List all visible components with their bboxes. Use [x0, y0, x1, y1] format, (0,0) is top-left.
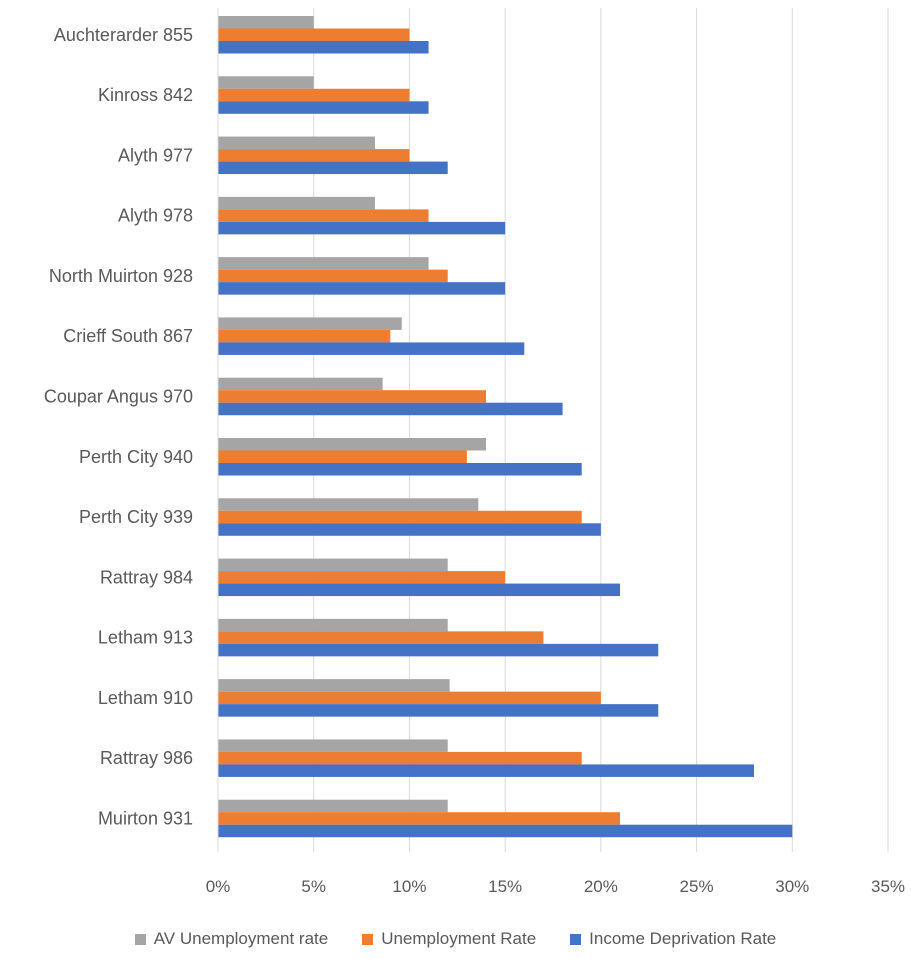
bar-unemployment-rate: [218, 812, 620, 825]
bar-income-deprivation-rate: [218, 101, 429, 114]
bar-av-unemployment-rate: [218, 317, 402, 330]
bar-unemployment-rate: [218, 751, 582, 765]
bar-unemployment-rate: [218, 390, 486, 403]
x-tick-label: 5%: [301, 877, 326, 896]
x-tick-label: 35%: [871, 877, 905, 896]
bar-unemployment-rate: [218, 631, 544, 644]
bar-av-unemployment-rate: [218, 799, 448, 813]
bar-income-deprivation-rate: [218, 824, 793, 838]
bar-av-unemployment-rate: [218, 679, 450, 692]
category-label: Alyth 978: [118, 206, 193, 226]
bar-av-unemployment-rate: [218, 196, 375, 210]
bar-unemployment-rate: [218, 691, 601, 705]
x-tick-label: 10%: [392, 877, 426, 896]
legend-item-unemployment: Unemployment Rate: [362, 929, 536, 949]
bar-income-deprivation-rate: [218, 41, 429, 54]
bar-unemployment-rate: [218, 329, 391, 343]
bar-av-unemployment-rate: [218, 558, 448, 572]
bar-av-unemployment-rate: [218, 618, 448, 632]
x-tick-label: 0%: [206, 877, 231, 896]
category-label: Letham 910: [98, 688, 193, 708]
bar-income-deprivation-rate: [218, 523, 601, 536]
legend-item-income-deprivation: Income Deprivation Rate: [570, 929, 776, 949]
bar-income-deprivation-rate: [218, 282, 506, 295]
bar-av-unemployment-rate: [218, 76, 314, 89]
category-label: North Muirton 928: [49, 266, 193, 286]
legend-swatch-orange: [362, 933, 374, 945]
legend-label: Income Deprivation Rate: [589, 929, 777, 948]
bar-unemployment-rate: [218, 88, 410, 102]
category-label: Coupar Angus 970: [44, 386, 193, 406]
category-label: Kinross 842: [98, 85, 193, 105]
legend-swatch-blue: [570, 933, 582, 945]
category-label: Crieff South 867: [63, 326, 193, 346]
category-label: Letham 913: [98, 628, 193, 648]
bar-income-deprivation-rate: [218, 221, 506, 235]
legend-label: AV Unemployment rate: [153, 929, 329, 948]
bar-income-deprivation-rate: [218, 463, 582, 476]
x-tick-label: 25%: [680, 877, 714, 896]
bar-income-deprivation-rate: [218, 342, 525, 355]
bar-unemployment-rate: [218, 209, 429, 222]
x-tick-label: 20%: [584, 877, 618, 896]
bar-income-deprivation-rate: [218, 704, 659, 717]
legend-swatch-gray: [134, 933, 146, 945]
legend: AV Unemployment rate Unemployment Rate I…: [0, 924, 911, 954]
category-label: Rattray 986: [100, 748, 193, 768]
legend-item-av-unemployment: AV Unemployment rate: [134, 929, 329, 949]
bar-income-deprivation-rate: [218, 764, 754, 777]
x-tick-label: 30%: [775, 877, 809, 896]
category-label: Perth City 939: [79, 507, 193, 527]
bar-unemployment-rate: [218, 510, 582, 524]
legend-label: Unemployment Rate: [381, 929, 537, 948]
bar-income-deprivation-rate: [218, 643, 659, 657]
bar-av-unemployment-rate: [218, 438, 486, 451]
bar-income-deprivation-rate: [218, 402, 563, 416]
category-label: Perth City 940: [79, 447, 193, 467]
bar-unemployment-rate: [218, 571, 506, 584]
bar-av-unemployment-rate: [218, 16, 314, 29]
bar-av-unemployment-rate: [218, 136, 375, 150]
bar-income-deprivation-rate: [218, 583, 620, 597]
bar-unemployment-rate: [218, 149, 410, 162]
bar-av-unemployment-rate: [218, 257, 429, 270]
bar-unemployment-rate: [218, 269, 448, 283]
category-label: Rattray 984: [100, 567, 193, 587]
bar-av-unemployment-rate: [218, 498, 479, 511]
bar-unemployment-rate: [218, 450, 467, 463]
category-label: Alyth 977: [118, 145, 193, 165]
bar-av-unemployment-rate: [218, 377, 383, 391]
bar-unemployment-rate: [218, 28, 410, 41]
category-label: Auchterarder 855: [54, 25, 193, 45]
category-label: Muirton 931: [98, 808, 193, 828]
bar-av-unemployment-rate: [218, 739, 448, 752]
x-tick-label: 15%: [488, 877, 522, 896]
bar-income-deprivation-rate: [218, 161, 448, 175]
